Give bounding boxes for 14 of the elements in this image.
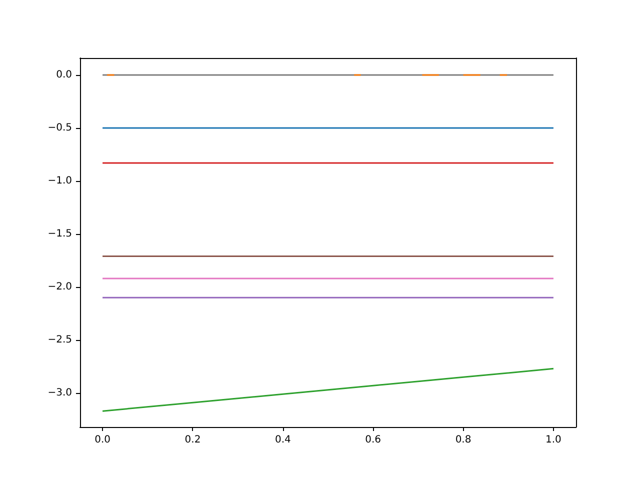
y-tick-label: −3.0 bbox=[48, 388, 72, 399]
y-tick-label: −0.5 bbox=[48, 122, 72, 134]
x-tick-label: 0.0 bbox=[94, 434, 110, 446]
x-tick-label: 0.8 bbox=[455, 434, 472, 446]
x-tick-label: 1.0 bbox=[546, 434, 562, 446]
y-tick-label: 0.0 bbox=[56, 69, 72, 80]
y-tick-label: −1.0 bbox=[48, 176, 72, 186]
y-tick-label: −2.5 bbox=[48, 334, 72, 346]
x-tick-label: 0.6 bbox=[365, 434, 382, 446]
x-tick-label: 0.4 bbox=[274, 434, 291, 446]
y-tick-label: −1.5 bbox=[48, 228, 72, 240]
y-tick-label: −2.0 bbox=[48, 282, 72, 293]
x-tick-label: 0.2 bbox=[184, 434, 201, 446]
line-series bbox=[102, 368, 554, 412]
